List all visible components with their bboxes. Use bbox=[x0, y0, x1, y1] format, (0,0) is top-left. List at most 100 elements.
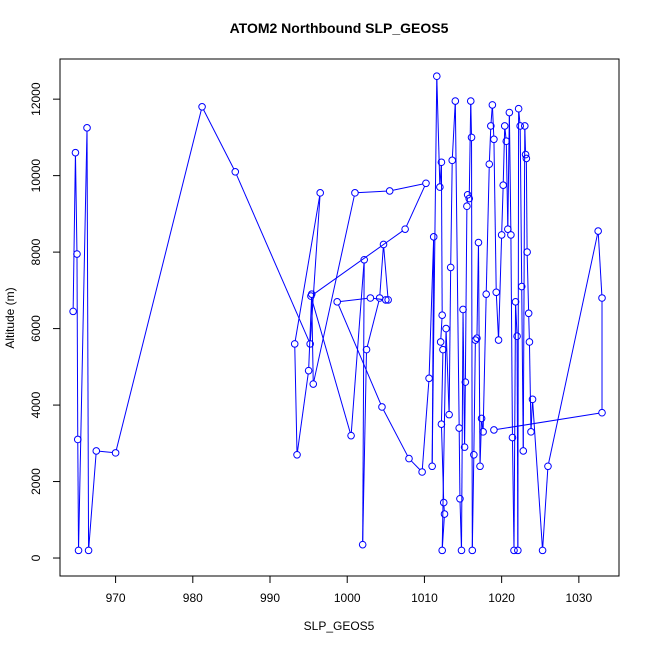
x-tick-label: 1020 bbox=[488, 591, 515, 605]
data-point bbox=[379, 240, 388, 249]
series-line-segment bbox=[532, 402, 543, 548]
data-point bbox=[385, 187, 394, 195]
data-point bbox=[457, 546, 466, 555]
data-point bbox=[471, 336, 480, 344]
data-point bbox=[460, 443, 469, 451]
series-line-segment bbox=[392, 183, 423, 191]
data-point bbox=[499, 181, 507, 189]
data-point bbox=[456, 494, 464, 503]
data-point bbox=[490, 135, 498, 144]
data-point bbox=[516, 122, 524, 130]
series-line-segment bbox=[362, 352, 367, 542]
data-point bbox=[71, 148, 80, 157]
data-point bbox=[525, 338, 534, 346]
data-point bbox=[517, 282, 526, 291]
data-point bbox=[384, 296, 392, 304]
data-point bbox=[73, 435, 82, 444]
data-point bbox=[514, 104, 523, 113]
series-line-segment bbox=[340, 297, 368, 302]
data-point bbox=[473, 334, 481, 342]
x-tick-label: 1010 bbox=[411, 591, 438, 605]
data-point bbox=[522, 154, 531, 163]
data-point bbox=[84, 546, 93, 555]
series-line-segment bbox=[236, 174, 310, 342]
series-line-segment bbox=[72, 155, 76, 309]
series-line-segment bbox=[488, 129, 492, 161]
data-point bbox=[422, 179, 430, 188]
x-tick-label: 970 bbox=[106, 591, 126, 605]
series-line-segment bbox=[464, 209, 468, 379]
series-line-segment bbox=[421, 381, 430, 469]
series-line-segment bbox=[518, 111, 521, 123]
series-line-segment bbox=[451, 104, 456, 158]
series-line-segment bbox=[383, 409, 408, 456]
data-point bbox=[73, 250, 81, 258]
data-point bbox=[502, 137, 511, 146]
series-line-segment bbox=[445, 331, 450, 412]
series-line-segment bbox=[74, 155, 78, 251]
data-point bbox=[465, 194, 474, 203]
series-line-segment bbox=[468, 104, 472, 196]
series-line-segment bbox=[517, 112, 520, 548]
data-point bbox=[459, 305, 467, 314]
series-line-segment bbox=[450, 163, 453, 265]
data-point bbox=[428, 462, 436, 471]
data-point bbox=[69, 307, 77, 316]
data-point bbox=[470, 450, 478, 459]
data-point bbox=[438, 546, 446, 555]
data-point bbox=[418, 468, 426, 476]
data-point bbox=[544, 462, 552, 471]
y-axis: 0 2000 4000 6000 8000 10000 12000 bbox=[29, 82, 61, 561]
series-line-segment bbox=[308, 297, 313, 368]
series-line-segment bbox=[498, 238, 503, 337]
series-line-segment bbox=[78, 131, 88, 548]
series-line-segment bbox=[428, 240, 435, 376]
data-point bbox=[466, 97, 475, 105]
series-line-segment bbox=[88, 454, 97, 548]
data-point bbox=[523, 248, 531, 256]
data-point bbox=[451, 97, 460, 105]
data-point bbox=[358, 540, 367, 549]
y-tick-label: 4000 bbox=[29, 391, 43, 418]
x-axis-label: SLP_GEOS5 bbox=[304, 619, 375, 633]
data-point bbox=[482, 290, 490, 298]
data-point bbox=[306, 340, 314, 348]
series-line-segment bbox=[597, 234, 603, 295]
data-point bbox=[494, 336, 503, 344]
data-point bbox=[507, 231, 515, 239]
series-line-segment bbox=[379, 247, 384, 295]
series-line-segment bbox=[526, 255, 530, 311]
data-point bbox=[436, 183, 444, 191]
data-point bbox=[92, 447, 101, 455]
data-point bbox=[445, 410, 453, 419]
series-line-segment bbox=[470, 104, 472, 135]
series-line-segment bbox=[542, 469, 549, 548]
x-axis: 970 980 990 1000 1010 1020 1030 bbox=[106, 575, 593, 605]
y-axis-label: Altitude (m) bbox=[3, 287, 17, 348]
data-point bbox=[436, 338, 445, 346]
series-line-segment bbox=[519, 129, 523, 284]
series-layer bbox=[69, 72, 606, 555]
series-line-segment bbox=[482, 297, 487, 429]
data-point bbox=[492, 288, 501, 297]
series-line-segment bbox=[510, 238, 513, 435]
data-point bbox=[477, 414, 486, 423]
series-line-segment bbox=[410, 460, 421, 470]
data-point bbox=[438, 311, 446, 320]
data-point bbox=[468, 546, 477, 555]
series-line-segment bbox=[440, 318, 443, 339]
series-line-segment bbox=[515, 305, 518, 333]
data-point bbox=[83, 124, 91, 132]
data-point bbox=[505, 108, 514, 117]
data-point bbox=[198, 102, 206, 111]
data-point bbox=[366, 294, 375, 302]
series-line-segment bbox=[505, 144, 509, 226]
data-point bbox=[347, 431, 355, 440]
data-point bbox=[333, 298, 341, 306]
data-point bbox=[476, 462, 484, 471]
data-point bbox=[474, 238, 483, 247]
series-line-segment bbox=[431, 79, 438, 463]
data-point bbox=[504, 225, 512, 233]
y-tick-label: 0 bbox=[29, 554, 43, 561]
